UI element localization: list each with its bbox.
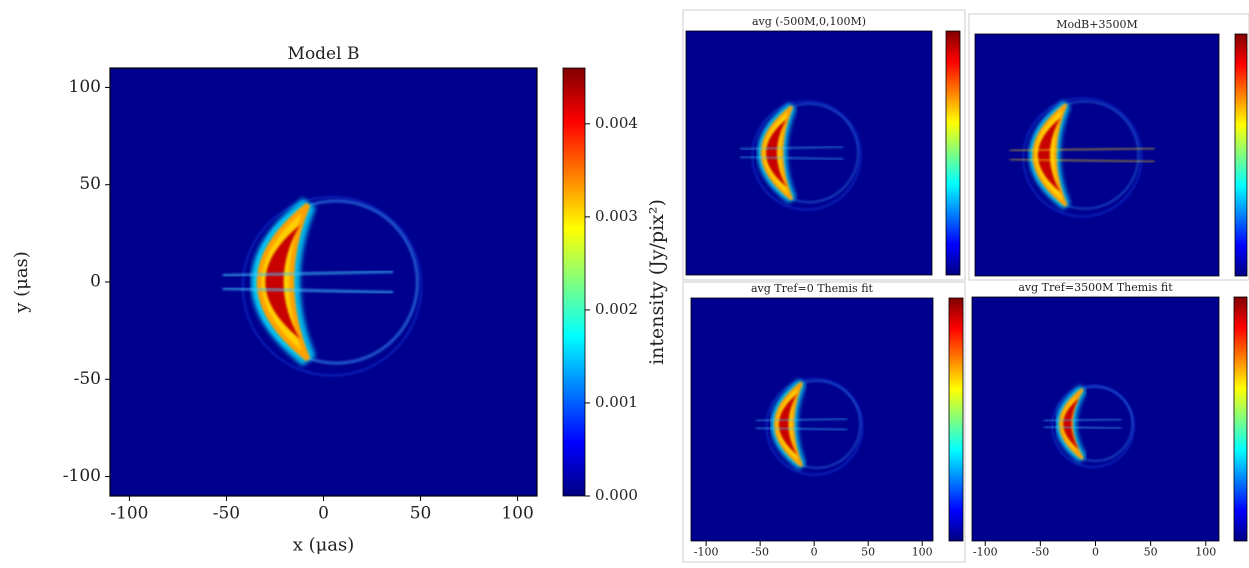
- heatmap: [691, 298, 933, 541]
- ring-outer: [751, 100, 862, 211]
- colorbar: [948, 297, 964, 542]
- ring-outer: [242, 196, 423, 377]
- colorbar-tick-label: 0.004: [595, 114, 638, 132]
- y-tick-label: 100: [69, 77, 101, 97]
- x-tick-label: -100: [973, 546, 998, 559]
- streak: [1009, 158, 1155, 163]
- x-tick-label: 50: [410, 503, 432, 523]
- x-tick-label: 100: [1195, 546, 1216, 559]
- panel-border: [682, 9, 966, 281]
- streak: [755, 427, 848, 431]
- ring-outer: [1022, 97, 1143, 218]
- streak: [740, 145, 844, 150]
- streak: [1043, 426, 1122, 430]
- x-tick-label: -100: [694, 546, 719, 559]
- x-tick-label: 100: [912, 546, 933, 559]
- heatmap: [110, 68, 537, 496]
- colorbar: [945, 30, 961, 276]
- x-tick-label: 0: [318, 503, 329, 523]
- heatmap: [975, 34, 1219, 276]
- x-tick-label: -50: [1032, 546, 1050, 559]
- heatmap: [686, 31, 932, 275]
- y-tick-label: 0: [90, 272, 101, 292]
- axes-frame: [685, 30, 933, 276]
- heatmap: [972, 297, 1219, 541]
- x-tick-label: -100: [110, 503, 148, 523]
- colorbar: [1234, 33, 1248, 277]
- x-tick-label: 50: [861, 546, 875, 559]
- panel-border: [682, 281, 966, 563]
- axes-frame: [974, 33, 1220, 277]
- streak: [222, 287, 394, 294]
- chart-title: avg (-500M,0,100M): [752, 15, 866, 28]
- x-tick-label: 0: [811, 546, 818, 559]
- y-axis-label: y (μas): [11, 251, 32, 314]
- panel-border: [968, 13, 1249, 281]
- colorbar: [562, 67, 586, 497]
- streak: [755, 417, 848, 422]
- x-tick-label: 100: [501, 503, 533, 523]
- chart-title: avg Tref=0 Themis fit: [751, 282, 874, 295]
- colorbar-tick-label: 0.002: [595, 300, 638, 318]
- colorbar-label: intensity (Jy/pix²): [646, 199, 668, 365]
- colorbar: [1233, 296, 1248, 542]
- streak: [222, 270, 394, 277]
- colorbar-tick-label: 0.000: [595, 486, 638, 504]
- chart-title: avg Tref=3500M Themis fit: [1018, 281, 1173, 294]
- chart-title: ModB+3500M: [1056, 18, 1138, 31]
- axes-frame: [690, 297, 934, 542]
- streak: [1009, 147, 1155, 152]
- x-tick-label: 50: [1144, 546, 1158, 559]
- colorbar-tick-label: 0.001: [595, 393, 638, 411]
- y-tick-label: 50: [79, 174, 101, 194]
- chart-title: Model B: [288, 44, 360, 64]
- x-axis-label: x (μas): [293, 534, 355, 555]
- x-tick-label: 0: [1092, 546, 1099, 559]
- colorbar-tick-label: 0.003: [595, 207, 638, 225]
- y-tick-label: -50: [74, 369, 101, 389]
- x-tick-label: -50: [751, 546, 769, 559]
- streak: [1043, 418, 1122, 422]
- ring-outer: [765, 378, 864, 476]
- streak: [740, 156, 844, 161]
- y-tick-label: -100: [63, 466, 101, 486]
- x-tick-label: -50: [213, 503, 240, 523]
